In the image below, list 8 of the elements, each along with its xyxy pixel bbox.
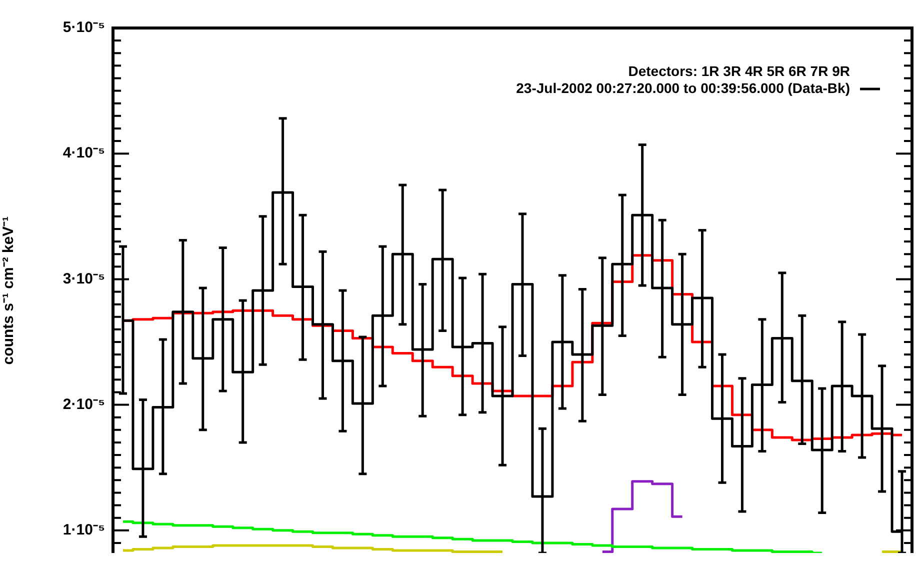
y-tick-label: 3·10⁻⁵ bbox=[62, 270, 105, 288]
legend-title: Detectors: 1R 3R 4R 5R 6R 7R 9R bbox=[628, 62, 850, 79]
y-axis-title: counts s⁻¹ cm⁻² keV⁻¹ bbox=[0, 216, 18, 365]
legend-label: 23-Jul-2002 00:27:20.000 to 00:39:56.000 (Data-Bk) bbox=[516, 80, 850, 96]
y-tick-label: 1·10⁻⁵ bbox=[62, 522, 105, 539]
y-tick-label: 4·10⁻⁵ bbox=[62, 144, 105, 162]
y-tick-label: 5·10⁻⁵ bbox=[62, 19, 105, 36]
y-tick-label: 2·10⁻⁵ bbox=[62, 396, 105, 413]
